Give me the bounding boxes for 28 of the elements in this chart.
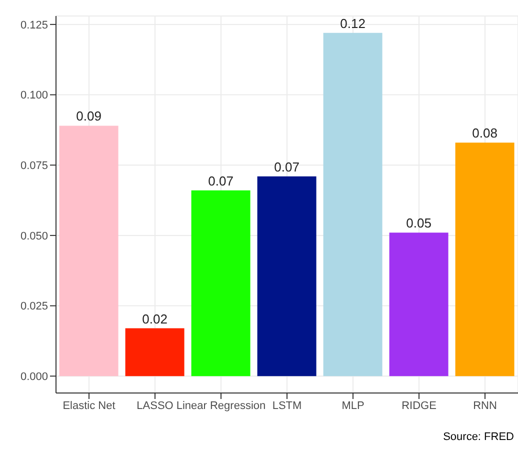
bar <box>257 176 316 376</box>
x-tick-label: Elastic Net <box>62 400 116 412</box>
bar <box>125 328 184 376</box>
data-label: 0.07 <box>274 159 300 174</box>
y-tick-label: 0.050 <box>20 230 48 242</box>
y-tick-label: 0.000 <box>20 371 48 384</box>
data-label: 0.08 <box>472 126 498 141</box>
data-label: 0.09 <box>76 108 102 124</box>
data-label: 0.02 <box>142 311 168 326</box>
bar <box>455 142 514 376</box>
source-note: Source: FRED <box>442 431 515 443</box>
y-tick-label: 0.100 <box>20 90 48 102</box>
bar <box>389 232 448 376</box>
x-tick-label: MLP <box>342 400 364 412</box>
data-label: 0.12 <box>340 16 366 31</box>
data-label: 0.05 <box>406 216 432 231</box>
x-tick-label: LSTM <box>272 400 302 412</box>
x-tick-label: LASSO <box>136 400 174 412</box>
x-tick-label: RNN <box>473 400 497 412</box>
y-tick-label: 0.025 <box>20 300 48 313</box>
bar <box>59 126 118 376</box>
x-tick-label: RIDGE <box>402 400 436 412</box>
y-tick-label: 0.075 <box>20 160 48 172</box>
bar <box>191 190 250 376</box>
x-tick-label: Linear Regression <box>176 400 266 412</box>
bar <box>323 32 382 376</box>
y-tick-label: 0.125 <box>20 19 48 32</box>
data-label: 0.07 <box>208 173 234 188</box>
